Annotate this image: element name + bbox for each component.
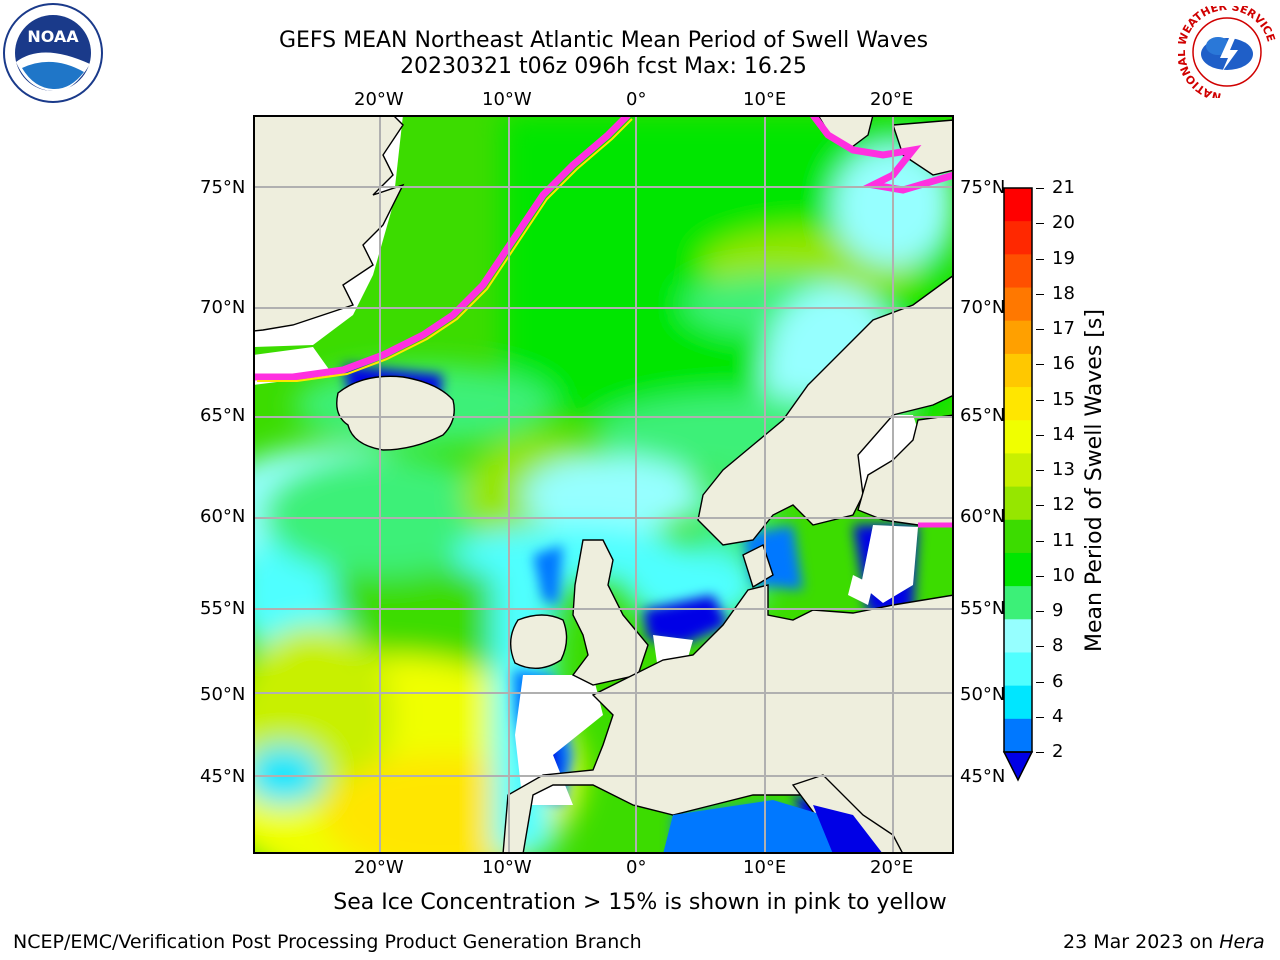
lat-label-right: 75°N: [960, 177, 1006, 198]
lon-label-bottom: 20°W: [354, 857, 404, 878]
colorbar-tick-label: 19: [1052, 247, 1075, 269]
lat-label-left: 50°N: [200, 684, 246, 705]
colorbar-tick-label: 14: [1052, 423, 1075, 445]
lat-label-left: 60°N: [200, 506, 246, 527]
lon-label-top: 20°E: [870, 89, 914, 110]
colorbar-label-wrap: Mean Period of Swell Waves [s]: [1074, 309, 1114, 652]
colorbar-segment: [1004, 188, 1032, 222]
lon-label-bottom: 0°: [626, 857, 647, 878]
colorbar-tick-label: 2: [1052, 741, 1064, 762]
lon-label-bottom: 10°E: [743, 857, 787, 878]
lat-label-left: 75°N: [200, 177, 246, 198]
colorbar: [1002, 187, 1034, 782]
noaa-logo: NOAA: [3, 3, 103, 103]
colorbar-tick-mark: [1036, 399, 1044, 401]
colorbar-tick-mark: [1036, 293, 1044, 295]
lon-label-top: 0°: [626, 89, 647, 110]
colorbar-tick-label: 11: [1052, 529, 1075, 551]
sea-ice-edge: [253, 115, 631, 381]
colorbar-label: Mean Period of Swell Waves [s]: [1082, 309, 1107, 652]
colorbar-tick-mark: [1036, 575, 1044, 577]
colorbar-segment: [1004, 453, 1032, 488]
colorbar-tick-mark: [1036, 646, 1044, 648]
colorbar-segment: [1004, 287, 1032, 322]
colorbar-tick-mark: [1036, 223, 1044, 225]
colorbar-tick-label: 18: [1052, 282, 1075, 304]
colorbar-segment: [1004, 486, 1032, 521]
colorbar-tick-label: 21: [1052, 177, 1075, 198]
colorbar-segment: [1004, 652, 1032, 687]
lat-label-left: 55°N: [200, 598, 246, 619]
map-subtitle: 20230321 t06z 096h fcst Max: 16.25: [400, 54, 807, 79]
footer-host: Hera: [1219, 931, 1265, 953]
colorbar-segment: [1004, 353, 1032, 388]
lon-label-top: 20°W: [354, 89, 404, 110]
colorbar-segment: [1004, 387, 1032, 421]
colorbar-tick-mark: [1036, 505, 1044, 507]
colorbar-tick-mark: [1036, 681, 1044, 683]
colorbar-tick-mark: [1036, 188, 1044, 189]
colorbar-extend-arrow: [1002, 751, 1034, 782]
lat-label-left: 70°N: [200, 297, 246, 318]
sea-ice-notice: Sea Ice Concentration > 15% is shown in …: [333, 890, 947, 915]
colorbar-tick-mark: [1036, 329, 1044, 330]
lat-label-right: 55°N: [960, 598, 1006, 619]
lon-label-bottom: 20°E: [870, 857, 914, 878]
colorbar-segment: [1004, 718, 1032, 753]
colorbar-tick-mark: [1036, 752, 1044, 753]
lat-label-right: 50°N: [960, 684, 1006, 705]
colorbar-tick-mark: [1036, 434, 1044, 436]
colorbar-segment: [1004, 586, 1032, 620]
colorbar-segment: [1004, 619, 1032, 653]
colorbar-tick-mark: [1036, 470, 1044, 471]
colorbar-tick-label: 10: [1052, 564, 1075, 586]
colorbar-tick-label: 6: [1052, 670, 1064, 692]
colorbar-segment: [1004, 552, 1032, 587]
colorbar-tick-label: 20: [1052, 212, 1075, 234]
swell-period-map: [253, 115, 954, 854]
colorbar-tick-label: 8: [1052, 635, 1064, 657]
colorbar-segment: [1004, 221, 1032, 255]
map-frame: [253, 115, 954, 854]
colorbar-segment: [1004, 420, 1032, 454]
colorbar-tick-label: 15: [1052, 388, 1075, 410]
footer-date-text: 23 Mar 2023 on: [1063, 931, 1220, 953]
colorbar-segment: [1004, 320, 1032, 355]
noaa-logo-text: NOAA: [27, 27, 79, 46]
colorbar-tick-mark: [1036, 258, 1044, 260]
colorbar-tick-label: 16: [1052, 353, 1075, 375]
colorbar-segment: [1004, 254, 1032, 289]
colorbar-tick-mark: [1036, 364, 1044, 366]
colorbar-tick-label: 12: [1052, 494, 1075, 516]
colorbar-tick-mark: [1036, 716, 1044, 718]
map-graticule: [253, 115, 954, 854]
land: [253, 115, 954, 854]
footer-credit: NCEP/EMC/Verification Post Processing Pr…: [13, 931, 642, 953]
colorbar-tick-label: 4: [1052, 705, 1064, 727]
colorbar-tick-mark: [1036, 540, 1044, 542]
lat-label-left: 45°N: [200, 766, 246, 787]
colorbar-tick-mark: [1036, 611, 1044, 612]
lat-label-right: 65°N: [960, 405, 1006, 426]
lat-label-left: 65°N: [200, 405, 246, 426]
lat-label-right: 60°N: [960, 506, 1006, 527]
colorbar-segment: [1004, 685, 1032, 720]
lat-label-right: 45°N: [960, 766, 1006, 787]
lat-label-right: 70°N: [960, 297, 1006, 318]
nws-logo: NATIONAL WEATHER SERVICE: [1178, 6, 1276, 98]
map-title: GEFS MEAN Northeast Atlantic Mean Period…: [278, 28, 929, 53]
lon-label-bottom: 10°W: [482, 857, 532, 878]
colorbar-tick-label: 9: [1052, 600, 1064, 621]
colorbar-tick-label: 13: [1052, 459, 1075, 480]
lon-label-top: 10°E: [743, 89, 787, 110]
colorbar-segment: [1004, 519, 1032, 554]
footer-date: 23 Mar 2023 on Hera: [1063, 931, 1265, 953]
lon-label-top: 10°W: [482, 89, 532, 110]
colorbar-tick-label: 17: [1052, 318, 1075, 339]
